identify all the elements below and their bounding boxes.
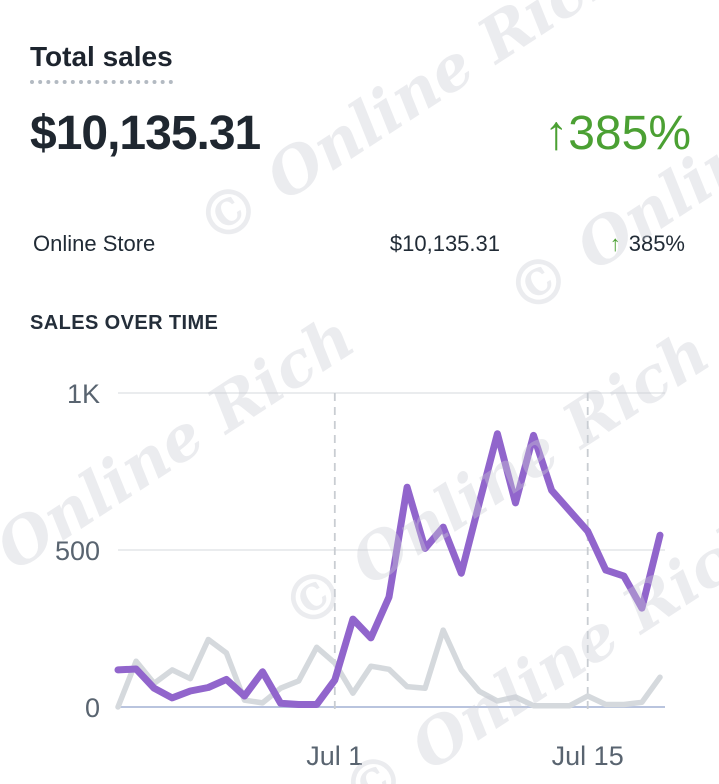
metric-value-row: $10,135.31 ↑385% xyxy=(30,110,691,158)
channel-name: Online Store xyxy=(33,231,156,256)
watermark: © Online Rich xyxy=(493,0,719,331)
chart-section-title: SALES OVER TIME xyxy=(30,312,219,334)
metric-title[interactable]: Total sales xyxy=(30,41,173,84)
metric-value: $10,135.31 xyxy=(30,107,261,160)
y-tick-1k: 1K xyxy=(67,379,100,409)
channel-delta-value: 385% xyxy=(628,231,685,256)
chart-svg: 1K 500 0 Jul 1 Jul 15 xyxy=(55,379,665,771)
line-previous-period xyxy=(115,627,663,710)
channel-breakdown-row: Online Store $10,135.31 ↑ 385% xyxy=(0,231,719,263)
channel-value: $10,135.31 xyxy=(389,231,500,256)
up-arrow-icon: ↑ xyxy=(544,107,569,160)
line-current-period xyxy=(114,430,664,708)
x-tick-jul1: Jul 1 xyxy=(306,741,363,771)
up-arrow-icon: ↑ xyxy=(609,231,621,256)
channel-delta: ↑ 385% xyxy=(610,231,685,257)
metric-delta-value: 385% xyxy=(568,107,691,160)
metric-delta: ↑385% xyxy=(544,110,691,158)
x-tick-jul15: Jul 15 xyxy=(552,741,624,771)
y-tick-0: 0 xyxy=(85,693,100,723)
y-tick-500: 500 xyxy=(55,536,100,566)
sales-over-time-chart: 1K 500 0 Jul 1 Jul 15 xyxy=(0,370,719,784)
